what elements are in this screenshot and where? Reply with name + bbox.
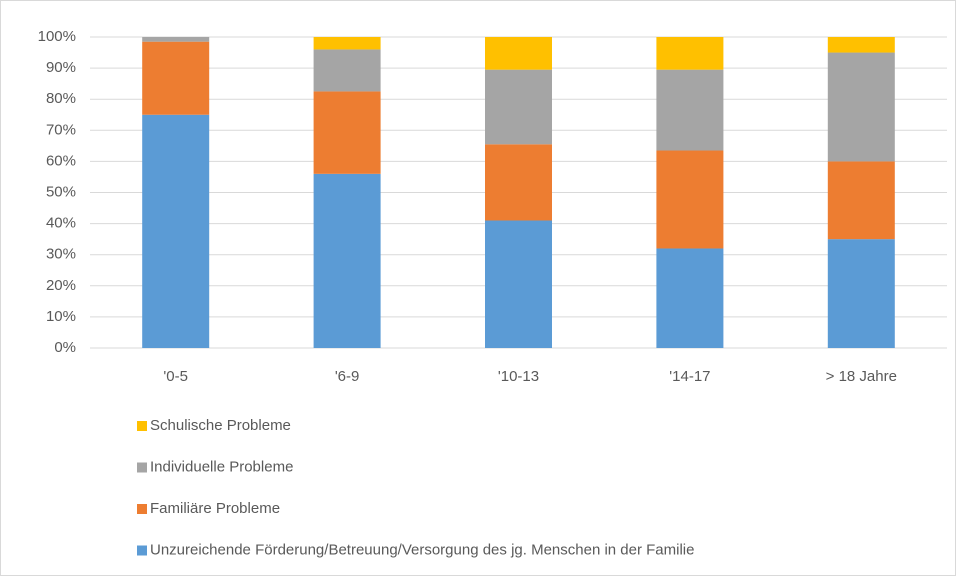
y-tick-label: 0% bbox=[54, 339, 76, 356]
bar-segment bbox=[142, 37, 210, 42]
y-tick-label: 40% bbox=[46, 215, 76, 232]
legend-label: Familiäre Probleme bbox=[150, 500, 280, 517]
y-tick-label: 80% bbox=[46, 90, 76, 107]
y-tick-label: 50% bbox=[46, 183, 76, 200]
legend-swatch bbox=[137, 462, 147, 473]
y-tick-label: 70% bbox=[46, 121, 76, 138]
x-tick-label: '14-17 bbox=[669, 368, 710, 385]
y-tick-label: 20% bbox=[46, 277, 76, 294]
y-tick-label: 10% bbox=[46, 308, 76, 325]
legend-label: Individuelle Probleme bbox=[150, 458, 293, 475]
bar-segment bbox=[656, 69, 724, 151]
y-tick-label: 90% bbox=[46, 59, 76, 76]
bar-segment bbox=[313, 37, 381, 50]
legend: Unzureichende Förderung/Betreuung/Versor… bbox=[137, 417, 694, 558]
x-tick-label: '6-9 bbox=[335, 368, 360, 385]
legend-label: Unzureichende Förderung/Betreuung/Versor… bbox=[150, 541, 694, 558]
legend-label: Schulische Probleme bbox=[150, 417, 291, 434]
bar-segment bbox=[656, 248, 724, 348]
bar-segment bbox=[485, 69, 552, 145]
bar-segment bbox=[313, 173, 381, 348]
bar-segment bbox=[142, 41, 210, 115]
legend-swatch bbox=[137, 545, 147, 556]
bar-segment bbox=[827, 52, 895, 162]
x-tick-label: '0-5 bbox=[163, 368, 188, 385]
y-tick-label: 100% bbox=[38, 28, 76, 45]
bar-segment bbox=[485, 220, 552, 348]
bar-segment bbox=[656, 150, 724, 249]
bars bbox=[142, 37, 895, 348]
bar-segment bbox=[313, 49, 381, 92]
bar-segment bbox=[827, 161, 895, 240]
bar-segment bbox=[827, 37, 895, 53]
bar-segment bbox=[313, 91, 381, 174]
legend-swatch bbox=[137, 421, 147, 431]
x-tick-label: '10-13 bbox=[498, 368, 539, 385]
labels: 0% 10% 20% 30% 40% 50% 60% 70% 80% 90% 100% '0-5 '6-… bbox=[38, 28, 897, 385]
bar-segment bbox=[142, 114, 210, 348]
y-tick-label: 30% bbox=[46, 246, 76, 263]
y-tick-label: 60% bbox=[46, 152, 76, 169]
bar-segment bbox=[656, 37, 724, 70]
bar-segment bbox=[485, 37, 552, 70]
legend-swatch bbox=[137, 504, 147, 514]
bar-segment bbox=[827, 239, 895, 348]
x-tick-label: > 18 Jahre bbox=[826, 368, 897, 385]
bar-segment bbox=[485, 144, 552, 221]
